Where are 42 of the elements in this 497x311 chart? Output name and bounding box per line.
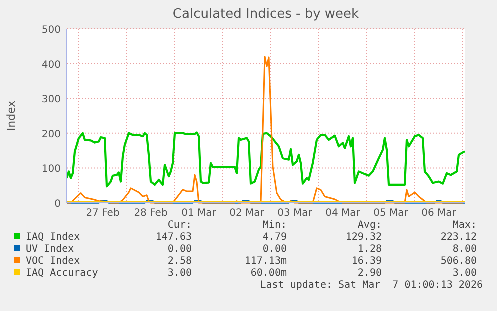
y-tick-label: 300: [42, 94, 61, 106]
text: 60.00m: [250, 268, 287, 279]
x-tick-label: 27 Feb: [86, 208, 120, 219]
text: 147.63: [156, 232, 192, 243]
text: 129.32: [346, 232, 382, 243]
x-tick-label: 03 Mar: [278, 208, 314, 219]
y-axis-title: Index: [5, 100, 18, 132]
legend-label: VOC Index: [26, 256, 80, 267]
text: Cur:: [168, 220, 192, 231]
legend-label: IAQ Accuracy: [26, 268, 98, 279]
y-tick-label: 400: [42, 60, 61, 71]
x-tick-label: 04 Mar: [326, 208, 362, 219]
y-tick-label: 100: [42, 164, 61, 176]
text: 117.13m: [244, 256, 287, 267]
text: 8.00: [452, 244, 477, 255]
text: 2.58: [168, 256, 192, 267]
text: 1.28: [358, 244, 382, 255]
text: 0.00: [262, 244, 287, 255]
text: Last update: Sat Mar 7 01:00:13 2026: [260, 280, 483, 291]
y-tick-label: 200: [42, 129, 61, 140]
text: 4.79: [262, 232, 287, 243]
text: 3.00: [168, 268, 192, 279]
x-tick-label: 06 Mar: [422, 208, 458, 219]
text: 506.80: [440, 256, 477, 267]
x-tick-label: 02 Mar: [230, 208, 266, 219]
text: 3.00: [452, 268, 477, 279]
x-tick-label: 01 Mar: [182, 208, 218, 219]
chart-title: Calculated Indices - by week: [172, 7, 360, 22]
y-tick-label: 0: [54, 199, 61, 210]
text: Max:: [452, 220, 477, 231]
text: 2.90: [358, 268, 382, 279]
legend-label: IAQ Index: [26, 232, 80, 243]
text: 16.39: [352, 256, 382, 267]
x-tick-label: 05 Mar: [374, 208, 410, 219]
text: 0.00: [168, 244, 192, 255]
y-tick-label: 500: [42, 25, 61, 36]
text: 223.12: [440, 232, 477, 243]
text: Min:: [262, 220, 287, 231]
text: Avg:: [358, 220, 382, 231]
line-series: [67, 132, 465, 188]
legend-label: UV Index: [26, 244, 74, 255]
x-tick-label: 28 Feb: [134, 208, 168, 219]
